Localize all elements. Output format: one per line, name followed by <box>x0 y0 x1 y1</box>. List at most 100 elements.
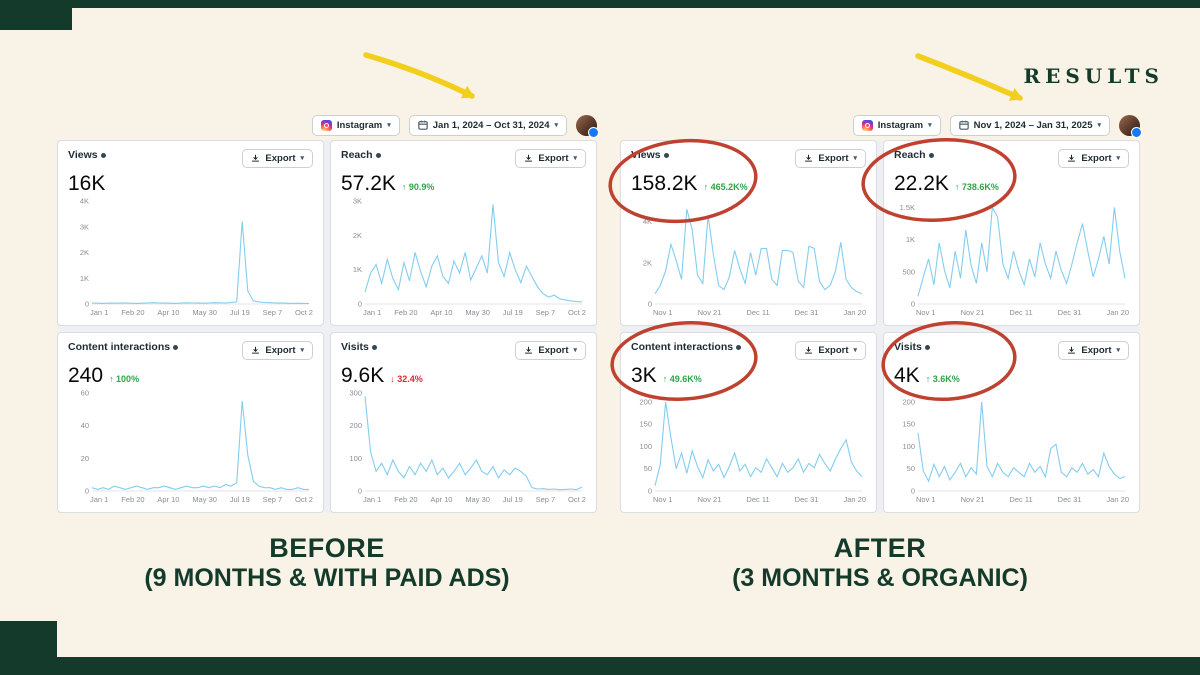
metric-value: 158.2K <box>631 172 698 195</box>
dashboard-before-header: Instagram ▾ Jan 1, 2024 – Oct 31, 2024 ▾ <box>57 112 599 138</box>
calendar-icon <box>418 120 428 130</box>
download-icon <box>1068 154 1076 162</box>
svg-text:150: 150 <box>902 420 915 429</box>
calendar-icon <box>958 120 969 130</box>
metric-value: 240 <box>68 364 104 387</box>
metric-delta: ↑ 3.6K% <box>925 374 960 384</box>
chevron-down-icon: ▾ <box>554 121 558 129</box>
export-button[interactable]: Export ▾ <box>1058 341 1129 360</box>
info-icon <box>371 344 377 350</box>
metric-delta: ↑ 100% <box>109 374 140 384</box>
svg-text:1K: 1K <box>906 235 915 244</box>
svg-text:1K: 1K <box>80 274 89 283</box>
info-icon <box>663 152 669 158</box>
svg-text:0: 0 <box>85 300 89 308</box>
export-button[interactable]: Export ▾ <box>795 149 866 168</box>
svg-text:150: 150 <box>639 420 652 429</box>
views-card: Views Export ▾ 16K 0 1K 2K 3K 4K Jan 1 Feb 20 A… <box>57 140 324 326</box>
metric-value: 22.2K <box>894 172 949 195</box>
x-axis-labels: Nov 1 Nov 21 Dec 11 Dec 31 Jan 20 <box>653 308 866 317</box>
info-icon <box>928 152 934 158</box>
visits-chart: 0 50 100 150 200 <box>894 388 1129 496</box>
date-range-selector[interactable]: Nov 1, 2024 – Jan 31, 2025 ▾ <box>949 114 1110 136</box>
card-title: Visits <box>894 341 930 353</box>
svg-text:40: 40 <box>81 421 89 430</box>
caption-after: AFTER (3 MONTHS & ORGANIC) <box>620 533 1140 592</box>
download-icon <box>252 346 260 354</box>
platform-label: Instagram <box>877 119 924 131</box>
card-title: Content interactions <box>68 341 179 353</box>
export-button[interactable]: Export ▾ <box>515 149 586 168</box>
x-axis-labels: Nov 1 Nov 21 Dec 11 Dec 31 Jan 20 <box>653 495 866 504</box>
platform-label: Instagram <box>336 119 383 131</box>
dashboard-before: Instagram ▾ Jan 1, 2024 – Oct 31, 2024 ▾… <box>57 112 599 513</box>
metric-cards-grid: Views Export ▾ 16K 0 1K 2K 3K 4K Jan 1 Feb 20 A… <box>57 140 597 513</box>
svg-text:300: 300 <box>349 389 362 398</box>
svg-text:0: 0 <box>911 487 915 495</box>
download-icon <box>1068 346 1076 354</box>
svg-text:200: 200 <box>349 421 362 430</box>
svg-text:100: 100 <box>639 442 652 451</box>
platform-selector[interactable]: Instagram ▾ <box>852 114 941 136</box>
svg-text:60: 60 <box>81 389 89 398</box>
top-left-accent-block <box>0 0 72 30</box>
x-axis-labels: Jan 1 Feb 20 Apr 10 May 30 Jul 19 Sep 7 Oct 2 <box>90 308 313 317</box>
chevron-down-icon: ▾ <box>1116 347 1120 354</box>
chevron-down-icon: ▾ <box>573 155 577 162</box>
info-icon <box>100 152 106 158</box>
export-button[interactable]: Export ▾ <box>1058 149 1129 168</box>
download-icon <box>805 346 813 354</box>
date-range-selector[interactable]: Jan 1, 2024 – Oct 31, 2024 ▾ <box>408 114 567 136</box>
chevron-down-icon: ▾ <box>1097 121 1101 129</box>
export-button[interactable]: Export ▾ <box>515 341 586 360</box>
svg-text:3K: 3K <box>80 222 89 231</box>
metric-delta: ↑ 738.6K% <box>954 182 999 192</box>
svg-text:1K: 1K <box>353 265 362 274</box>
visits-card: Visits Export ▾ 4K ↑ 3.6K% 0 50 100 150 200 N… <box>883 332 1140 513</box>
svg-text:0: 0 <box>648 487 652 495</box>
svg-text:50: 50 <box>644 464 652 473</box>
x-axis-labels: Nov 1 Nov 21 Dec 11 Dec 31 Jan 20 <box>916 495 1129 504</box>
svg-text:0: 0 <box>85 487 89 495</box>
caption-after-title: AFTER <box>833 533 927 563</box>
arrow-annotation-left <box>363 52 475 99</box>
content-interactions-card: Content interactions Export ▾ 3K ↑ 49.6K%… <box>620 332 877 513</box>
metric-cards-grid: Views Export ▾ 158.2K ↑ 465.2K% 0 2K 4K Nov… <box>620 140 1140 513</box>
visits-card: Visits Export ▾ 9.6K ↓ 32.4% 0 100 200 300 J… <box>330 332 597 513</box>
svg-text:200: 200 <box>902 397 915 406</box>
metric-delta: ↑ 49.6K% <box>662 374 702 384</box>
metric-value: 4K <box>894 364 920 387</box>
dashboard-after: Instagram ▾ Nov 1, 2024 – Jan 31, 2025 ▾… <box>620 112 1142 513</box>
metric-value: 9.6K <box>341 364 385 387</box>
download-icon <box>805 154 813 162</box>
chevron-down-icon: ▾ <box>300 347 304 354</box>
download-icon <box>252 154 260 162</box>
platform-selector[interactable]: Instagram ▾ <box>311 114 400 136</box>
top-border-bar <box>0 0 1200 8</box>
reach-card: Reach Export ▾ 22.2K ↑ 738.6K% 0 500 1K 1.5K… <box>883 140 1140 326</box>
info-icon <box>375 152 381 158</box>
instagram-icon <box>320 119 332 131</box>
metric-value: 57.2K <box>341 172 396 195</box>
export-button[interactable]: Export ▾ <box>795 341 866 360</box>
svg-text:2K: 2K <box>353 231 362 240</box>
svg-text:3K: 3K <box>353 197 362 206</box>
download-icon <box>525 346 533 354</box>
metric-delta: ↑ 465.2K% <box>703 182 748 192</box>
svg-text:4K: 4K <box>643 217 652 226</box>
caption-after-subtitle: (3 MONTHS & ORGANIC) <box>732 563 1028 592</box>
export-button[interactable]: Export ▾ <box>242 341 313 360</box>
chevron-down-icon: ▾ <box>1116 155 1120 162</box>
card-title: Reach <box>341 149 381 161</box>
instagram-icon <box>861 119 873 131</box>
content-interactions-card: Content interactions Export ▾ 240 ↑ 100% … <box>57 332 324 513</box>
content-interactions-chart: 0 50 100 150 200 <box>631 388 866 496</box>
metric-value: 3K <box>631 364 657 387</box>
date-range-label: Jan 1, 2024 – Oct 31, 2024 <box>432 119 550 131</box>
avatar[interactable] <box>1119 114 1142 138</box>
svg-text:1.5K: 1.5K <box>900 203 915 212</box>
export-button[interactable]: Export ▾ <box>242 149 313 168</box>
svg-text:20: 20 <box>81 454 89 463</box>
avatar[interactable] <box>576 114 599 138</box>
